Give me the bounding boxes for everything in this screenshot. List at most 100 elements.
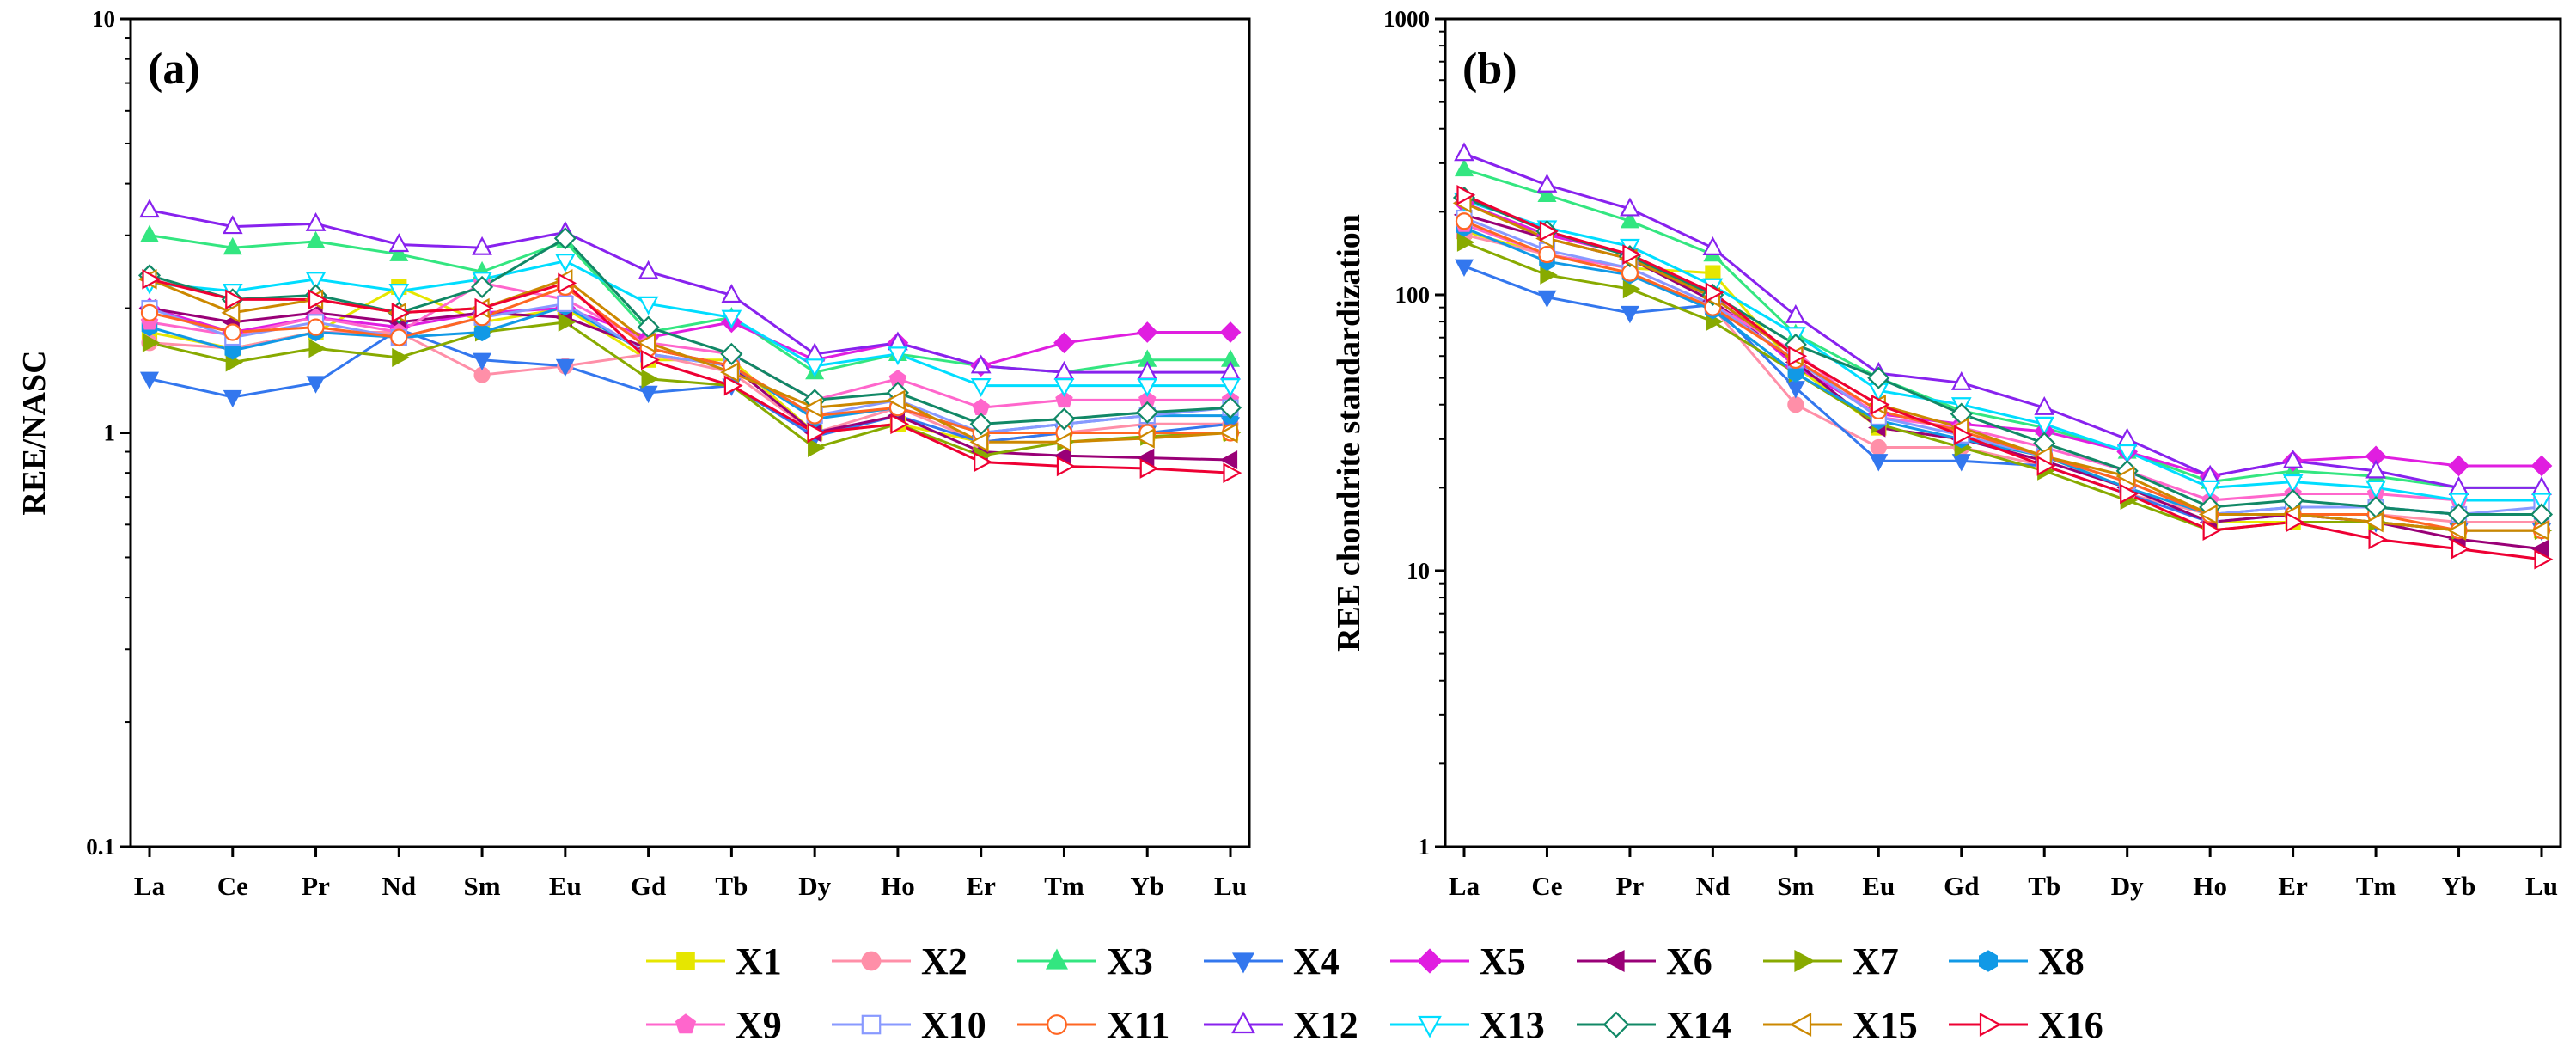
point-x4-pr [1620, 305, 1639, 324]
series-line-x13 [149, 260, 1230, 388]
legend-item-x10: X10 [832, 1004, 986, 1046]
legend-marker [1789, 1013, 1812, 1037]
point-x9-tm [1055, 390, 1073, 408]
point-x16-ho [890, 413, 910, 435]
x-tick-label-yb: Yb [1130, 871, 1164, 901]
x-tick-label-sm: Sm [464, 871, 501, 901]
point-x12-pr [305, 211, 327, 231]
point-x12-sm [1785, 303, 1806, 323]
point-x16-sm [474, 297, 494, 319]
point-x15-ho [886, 389, 906, 411]
legend-item-x14: X14 [1577, 1004, 1731, 1046]
point-x7-nd [392, 347, 410, 367]
legend-item-x5: X5 [1390, 940, 1526, 983]
point-x12-er [2282, 449, 2304, 468]
point-x12-er [970, 354, 992, 374]
x-tick-label-gd: Gd [1944, 871, 1979, 901]
point-x4-eu [1869, 454, 1889, 472]
x-tick-label-er: Er [966, 871, 996, 901]
legend-item-x13: X13 [1390, 1004, 1545, 1046]
x-tick-label-dy: Dy [2111, 871, 2144, 901]
point-x15-dy [803, 397, 822, 419]
point-x15-ho [2198, 504, 2218, 525]
point-x16-yb [1139, 458, 1159, 479]
x-tick-label-sm: Sm [1777, 871, 1814, 901]
point-x11-ce [223, 323, 241, 341]
point-x5-lu [2530, 455, 2553, 477]
point-x14-er [969, 413, 992, 436]
legend-label: X3 [1107, 940, 1153, 983]
legend-marker [1794, 949, 1816, 973]
legend-marker [861, 1014, 882, 1035]
legend-label: X5 [1480, 940, 1526, 983]
point-x16-la [142, 268, 162, 290]
legend-item-x16: X16 [1949, 1004, 2103, 1046]
point-x16-tm [1056, 456, 1076, 477]
legend-item-x7: X7 [1763, 940, 1899, 983]
x-tick-label-ce: Ce [217, 871, 248, 901]
point-x15-ce [221, 303, 241, 323]
point-x12-pr [1620, 197, 1640, 217]
point-x16-eu [1871, 394, 1890, 415]
point-x13-lu [2531, 493, 2552, 512]
point-x13-er [970, 378, 992, 397]
point-x3-pr [1620, 210, 1639, 229]
series-line-x4 [149, 328, 1231, 444]
point-x7-la [1456, 232, 1475, 252]
point-x16-lu [2534, 548, 2554, 570]
point-x15-er [969, 432, 989, 453]
legend: X1 X2 X3 X4 X5 X6 X7 X8 X9 X10 X11 X12 X13 X14 X15 X16 [646, 940, 2103, 1046]
series-line-x7 [149, 321, 1231, 457]
x-tick-label-er: Er [2278, 871, 2308, 901]
legend-label: X4 [1293, 940, 1340, 983]
point-x13-tb [2034, 416, 2055, 436]
panel-label: (b) [1462, 45, 1517, 94]
point-x11-nd [390, 328, 408, 346]
point-x5-yb [2448, 455, 2469, 477]
legend-marker [1231, 952, 1255, 974]
point-x11-la [140, 303, 159, 321]
point-x3-pr [306, 230, 326, 248]
point-x13-ho [888, 346, 908, 366]
legend-marker [1418, 1015, 1442, 1038]
point-x3-la [1454, 158, 1474, 177]
point-x4-sm [473, 352, 492, 370]
legend-label: X7 [1853, 940, 1899, 983]
point-x16-dy [2120, 483, 2140, 505]
series-line-x3 [1463, 168, 2542, 489]
point-x8-sm [1787, 364, 1804, 383]
point-x12-tb [2034, 395, 2055, 415]
point-x4-gd [638, 385, 658, 404]
legend-marker [861, 951, 882, 971]
point-x8-ce [224, 341, 241, 360]
x-tick-label-ho: Ho [881, 871, 915, 901]
point-x12-sm [472, 236, 492, 255]
point-x13-yb [1137, 378, 1158, 397]
x-tick-label-lu: Lu [1214, 871, 1247, 901]
legend-marker [1047, 1014, 1067, 1035]
point-x12-nd [1702, 236, 1724, 255]
point-x16-tm [2368, 529, 2388, 550]
legend-item-x1: X1 [646, 940, 782, 983]
legend-marker [1603, 949, 1625, 973]
point-x15-tb [720, 362, 739, 383]
legend-label: X2 [921, 940, 968, 983]
series-line-x16 [149, 278, 1231, 474]
legend-item-x11: X11 [1017, 1004, 1169, 1046]
point-x14-eu [553, 227, 577, 250]
point-x16-yb [2451, 538, 2470, 560]
x-tick-label-ce: Ce [1531, 871, 1562, 901]
legend-label: X10 [921, 1004, 986, 1046]
point-x7-pr [1622, 279, 1641, 299]
legend-item-x3: X3 [1017, 940, 1153, 983]
point-x2-eu [1870, 438, 1887, 456]
x-tick-label-tb: Tb [715, 871, 748, 901]
point-x11-la [1455, 212, 1474, 230]
legend-marker [676, 952, 695, 970]
point-x12-tm [2365, 459, 2386, 479]
x-tick-label-pr: Pr [1616, 871, 1645, 901]
point-x14-sm [471, 275, 494, 298]
point-x16-ho [2202, 520, 2222, 541]
point-x12-gd [638, 260, 659, 279]
